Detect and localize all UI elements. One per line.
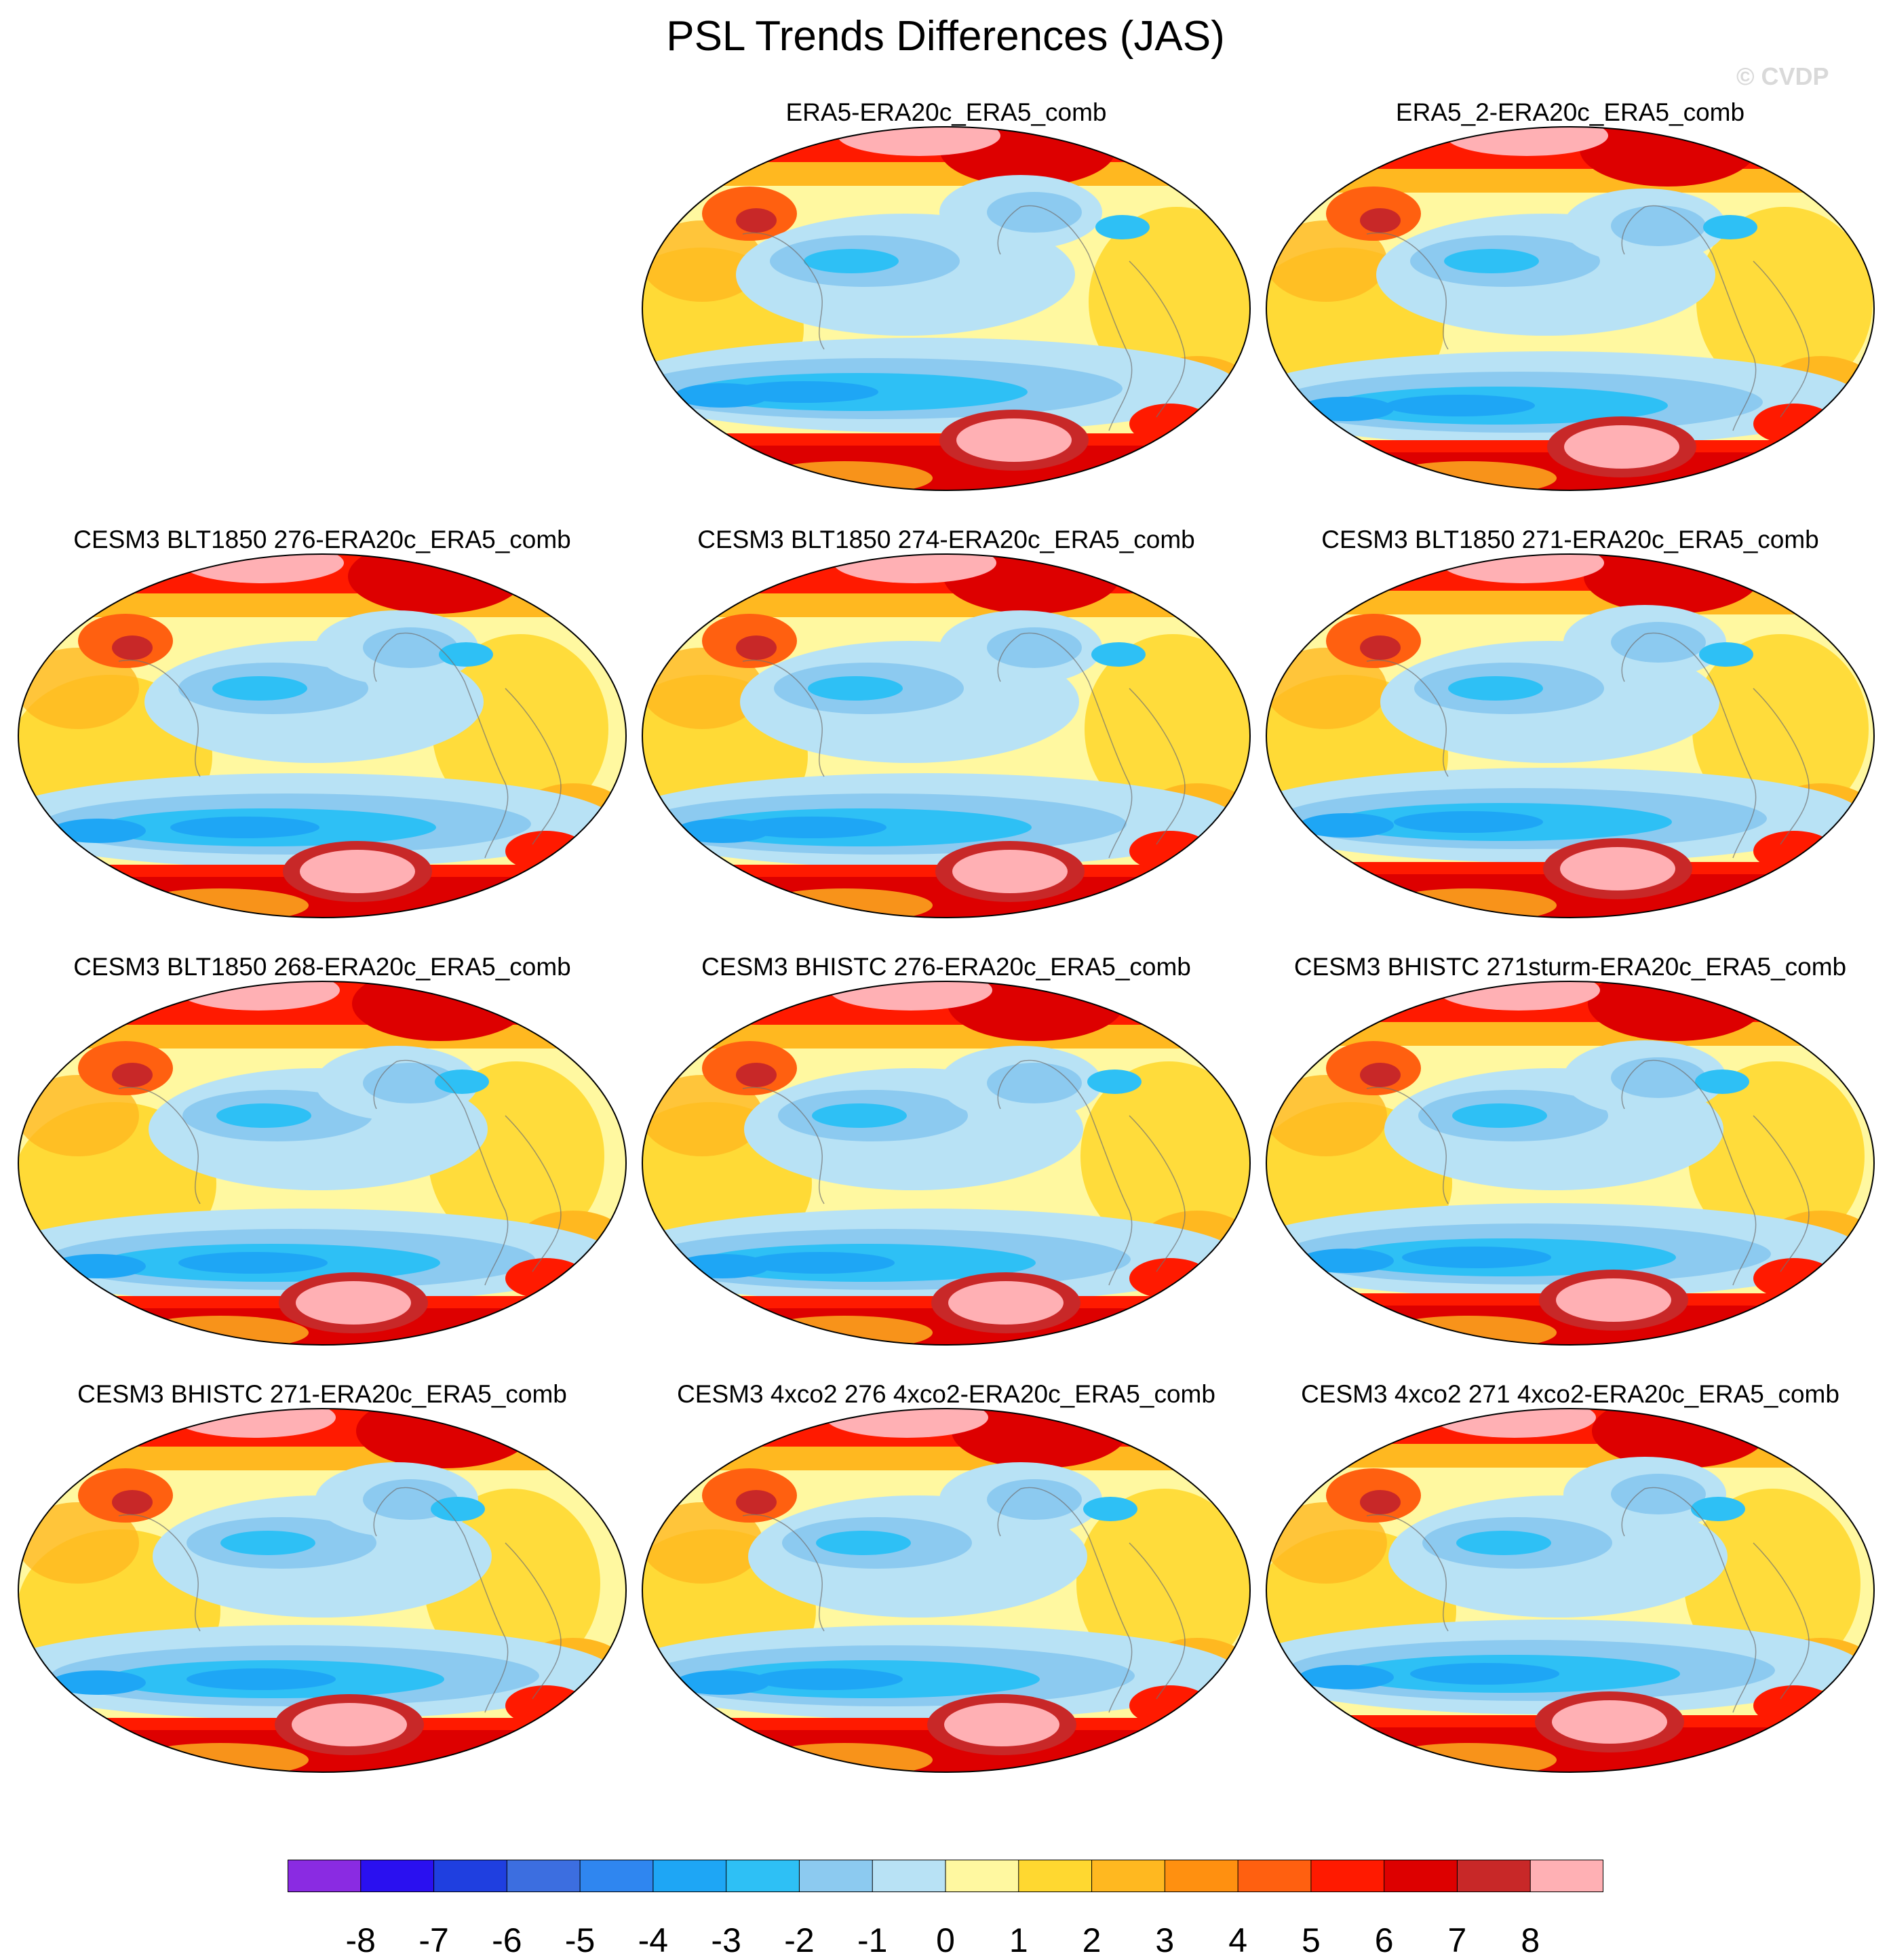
- colorbar-tick-label: -8: [345, 1921, 376, 1959]
- colorbar-swatch: [507, 1860, 581, 1892]
- map-panel: CESM3 BLT1850 274-ERA20c_ERA5_comb: [634, 526, 1258, 953]
- psl-trend-map: [642, 553, 1251, 918]
- psl-trend-map: [18, 981, 627, 1346]
- panel-title: CESM3 4xco2 271 4xco2-ERA20c_ERA5_comb: [1301, 1380, 1839, 1408]
- panel-title: CESM3 BHISTC 271sturm-ERA20c_ERA5_comb: [1293, 953, 1847, 981]
- psl-trend-map: [642, 126, 1251, 491]
- psl-trend-map: [642, 981, 1251, 1346]
- colorbar-swatch: [726, 1860, 800, 1892]
- panel-title: CESM3 BLT1850 276-ERA20c_ERA5_comb: [73, 526, 571, 553]
- colorbar-tick-label: 7: [1447, 1921, 1467, 1959]
- colorbar-tick-label: -3: [711, 1921, 741, 1959]
- colorbar-tick-label: 1: [1009, 1921, 1028, 1959]
- colorbar-swatch: [1238, 1860, 1312, 1892]
- colorbar-tick-label: 6: [1374, 1921, 1394, 1959]
- colorbar-swatch: [1018, 1860, 1093, 1892]
- map-panel: CESM3 BHISTC 271sturm-ERA20c_ERA5_comb: [1258, 953, 1882, 1380]
- colorbar-swatch: [1310, 1860, 1385, 1892]
- map-panel: CESM3 BLT1850 276-ERA20c_ERA5_comb: [10, 526, 634, 953]
- colorbar-swatch: [872, 1860, 946, 1892]
- map-panel: CESM3 BHISTC 276-ERA20c_ERA5_comb: [634, 953, 1258, 1380]
- colorbar-tick-label: 2: [1082, 1921, 1102, 1959]
- psl-trend-map: [18, 1408, 627, 1773]
- psl-trend-map: [1266, 981, 1875, 1346]
- colorbar-swatch: [1091, 1860, 1165, 1892]
- map-panel: CESM3 4xco2 276 4xco2-ERA20c_ERA5_comb: [634, 1380, 1258, 1807]
- panel-title: ERA5_2-ERA20c_ERA5_comb: [1395, 98, 1745, 126]
- psl-trend-map: [642, 1408, 1251, 1773]
- map-panel: CESM3 BLT1850 271-ERA20c_ERA5_comb: [1258, 526, 1882, 953]
- colorbar-tick-label: -7: [418, 1921, 449, 1959]
- panel-title: CESM3 BLT1850 268-ERA20c_ERA5_comb: [73, 953, 571, 981]
- colorbar-tick-label: 0: [936, 1921, 955, 1959]
- panel-title: CESM3 BLT1850 271-ERA20c_ERA5_comb: [1321, 526, 1819, 553]
- cvdp-watermark: © CVDP: [1736, 62, 1829, 90]
- colorbar-swatch: [946, 1860, 1019, 1892]
- colorbar-swatch: [799, 1860, 873, 1892]
- colorbar-tick-label: -2: [784, 1921, 815, 1959]
- panel-title: ERA5-ERA20c_ERA5_comb: [785, 98, 1107, 126]
- colorbar-swatch: [1384, 1860, 1458, 1892]
- colorbar-swatch: [1457, 1860, 1531, 1892]
- colorbar-tick-label: -4: [638, 1921, 669, 1959]
- colorbar-tick-label: 4: [1228, 1921, 1248, 1959]
- colorbar: [288, 1860, 1603, 1892]
- colorbar-tick-label: 8: [1521, 1921, 1540, 1959]
- panel-title: CESM3 4xco2 276 4xco2-ERA20c_ERA5_comb: [677, 1380, 1215, 1408]
- map-panel: CESM3 BHISTC 271-ERA20c_ERA5_comb: [10, 1380, 634, 1807]
- colorbar-swatch: [288, 1860, 362, 1892]
- psl-trend-map: [1266, 553, 1875, 918]
- colorbar-swatch: [580, 1860, 654, 1892]
- map-panel: CESM3 BLT1850 268-ERA20c_ERA5_comb: [10, 953, 634, 1380]
- colorbar-swatch: [652, 1860, 727, 1892]
- panel-title: CESM3 BLT1850 274-ERA20c_ERA5_comb: [697, 526, 1195, 553]
- colorbar-swatch: [433, 1860, 507, 1892]
- psl-trend-map: [18, 553, 627, 918]
- map-panel: CESM3 4xco2 271 4xco2-ERA20c_ERA5_comb: [1258, 1380, 1882, 1807]
- psl-trend-map: [1266, 1408, 1875, 1773]
- colorbar-swatch: [1530, 1860, 1603, 1892]
- map-panel: ERA5-ERA20c_ERA5_comb: [634, 98, 1258, 526]
- map-panel: ERA5_2-ERA20c_ERA5_comb: [1258, 98, 1882, 526]
- psl-trend-map: [1266, 126, 1875, 491]
- panel-title: CESM3 BHISTC 271-ERA20c_ERA5_comb: [77, 1380, 567, 1408]
- colorbar-tick-label: -1: [857, 1921, 888, 1959]
- colorbar-tick-label: -5: [564, 1921, 596, 1959]
- colorbar-tick-label: -6: [492, 1921, 522, 1959]
- panel-title: CESM3 BHISTC 276-ERA20c_ERA5_comb: [701, 953, 1191, 981]
- figure-title: PSL Trends Differences (JAS): [666, 13, 1225, 60]
- colorbar-swatch: [1165, 1860, 1239, 1892]
- colorbar-swatch: [360, 1860, 435, 1892]
- colorbar-tick-label: 3: [1155, 1921, 1175, 1959]
- colorbar-tick-label: 5: [1301, 1921, 1321, 1959]
